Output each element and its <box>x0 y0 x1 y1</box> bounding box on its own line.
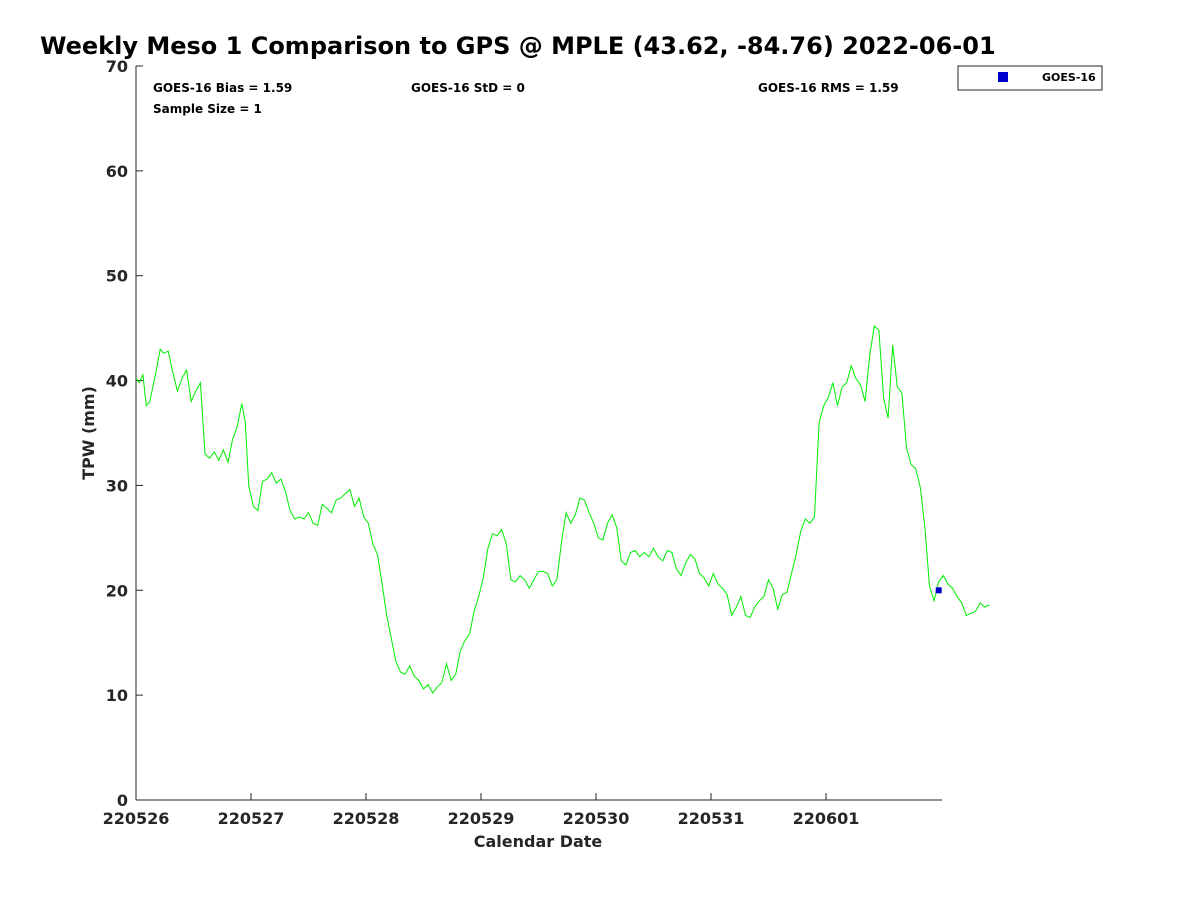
y-tick-label: 20 <box>106 581 128 600</box>
legend-marker-goes16 <box>998 72 1008 82</box>
rms-stat: GOES-16 RMS = 1.59 <box>758 81 899 95</box>
legend-label-goes16: GOES-16 <box>1042 71 1096 84</box>
y-tick-label: 0 <box>117 791 128 810</box>
goes16-point <box>935 587 942 594</box>
legend-box <box>957 65 1103 91</box>
x-tick-label: 220531 <box>678 809 745 828</box>
plot-area: 0 10 20 30 40 50 60 70 220526 220527 220528 220529… <box>103 57 990 828</box>
y-ticks: 0 10 20 30 40 50 60 70 <box>106 57 143 810</box>
sample-size-stat: Sample Size = 1 <box>153 102 262 116</box>
y-tick-label: 10 <box>106 686 128 705</box>
gps-tpw-line <box>135 325 990 694</box>
chart-title: Weekly Meso 1 Comparison to GPS @ MPLE (… <box>40 32 996 60</box>
legend: GOES-16 <box>957 65 1103 91</box>
x-axis-label: Calendar Date <box>474 832 603 851</box>
bias-stat: GOES-16 Bias = 1.59 <box>153 81 292 95</box>
y-tick-label: 60 <box>106 162 128 181</box>
x-ticks: 220526 220527 220528 220529 220530 220531 2206… <box>103 793 860 828</box>
series-group <box>135 325 990 694</box>
y-tick-label: 50 <box>106 267 128 286</box>
std-stat: GOES-16 StD = 0 <box>411 81 525 95</box>
x-tick-label: 220601 <box>793 809 860 828</box>
x-tick-label: 220529 <box>448 809 515 828</box>
x-tick-label: 220530 <box>563 809 630 828</box>
y-axis-label: TPW (mm) <box>79 386 98 480</box>
x-tick-label: 220528 <box>333 809 400 828</box>
y-tick-label: 40 <box>106 372 128 391</box>
x-tick-label: 220527 <box>218 809 285 828</box>
y-tick-label: 30 <box>106 476 128 495</box>
x-tick-label: 220526 <box>103 809 170 828</box>
y-tick-label: 70 <box>106 57 128 76</box>
